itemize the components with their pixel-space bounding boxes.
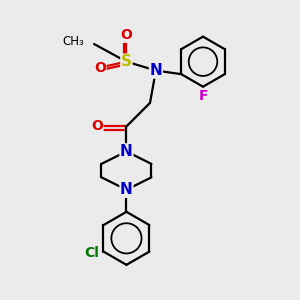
Text: Cl: Cl	[84, 246, 99, 260]
Text: S: S	[121, 54, 132, 69]
Text: O: O	[91, 119, 103, 134]
Text: N: N	[120, 182, 133, 197]
Text: N: N	[149, 63, 162, 78]
Text: O: O	[94, 61, 106, 75]
Text: O: O	[121, 28, 132, 42]
Text: N: N	[120, 144, 133, 159]
Text: CH₃: CH₃	[62, 34, 84, 48]
Text: F: F	[198, 89, 208, 103]
